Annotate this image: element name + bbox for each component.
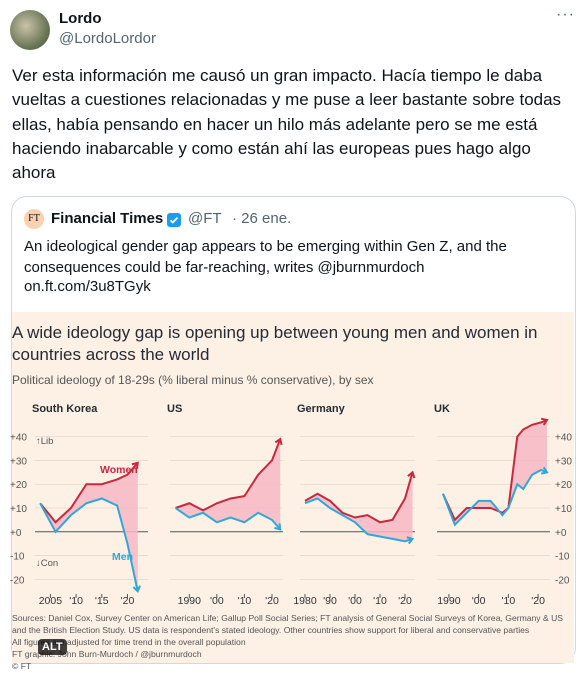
- quote-card[interactable]: [11, 196, 576, 664]
- arrowhead: [540, 466, 549, 475]
- y-tick-label: +10: [10, 504, 27, 515]
- x-tick-label: '10: [238, 595, 252, 607]
- arrowhead: [540, 417, 549, 426]
- x-tick-label: '20: [121, 595, 135, 607]
- quote-text: An ideological gender gap appears to be …: [24, 238, 507, 276]
- panel-title: Germany: [297, 403, 346, 415]
- series-line: [304, 472, 414, 524]
- arrowhead: [131, 461, 139, 469]
- x-tick-label: 1990: [178, 595, 202, 607]
- series-line: [174, 507, 281, 531]
- y-tick-label: +40: [10, 433, 27, 444]
- handle[interactable]: @LordoLordor: [59, 30, 156, 47]
- arrowhead: [274, 523, 282, 531]
- x-tick-label: '00: [210, 595, 224, 607]
- arrowhead: [406, 536, 415, 545]
- x-tick-label: '20: [531, 595, 545, 607]
- gap-area: [175, 439, 281, 530]
- display-name[interactable]: Lordo: [59, 10, 102, 27]
- alt-badge[interactable]: ALT: [38, 639, 67, 655]
- source-line: Sources: Daniel Cox, Survey Center on Am…: [12, 613, 564, 635]
- quote-date: · 26 ene.: [232, 210, 292, 227]
- source-line: All figures are adjusted for time trend …: [12, 637, 246, 647]
- series-line: [175, 438, 282, 512]
- series-line: [304, 497, 413, 543]
- x-tick-label: 2005: [39, 595, 63, 607]
- x-tick-label: '00: [348, 595, 362, 607]
- source-line: FT graphic: John Burn-Murdoch / @jburnmu…: [12, 649, 202, 659]
- series-line: [39, 497, 139, 592]
- x-tick-label: '10: [69, 595, 83, 607]
- series-label: Women: [100, 464, 138, 476]
- quote-avatar[interactable]: FT: [24, 209, 44, 229]
- more-button[interactable]: ···: [556, 6, 575, 23]
- x-tick-label: '10: [502, 595, 516, 607]
- avatar[interactable]: [10, 10, 50, 50]
- y-tick-label: +20: [555, 480, 572, 491]
- y-tick-label: +20: [10, 480, 27, 491]
- x-tick-label: 1980: [293, 595, 317, 607]
- figure-title: A wide ideology gap is opening up betwee…: [12, 323, 538, 364]
- y-tick-label: +10: [555, 504, 572, 515]
- verified-badge: [167, 213, 181, 227]
- x-tick-label: '15: [95, 595, 109, 607]
- series-line: [39, 462, 139, 524]
- x-tick-label: 1990: [437, 595, 461, 607]
- source-line: © FT: [12, 661, 32, 671]
- y-tick-label: +30: [10, 456, 27, 467]
- figure-sources: Sources: Daniel Cox, Survey Center on Am…: [12, 612, 572, 672]
- y-tick-label: -20: [10, 575, 25, 586]
- quote-handle: @FT: [188, 210, 222, 227]
- y-tick-label: +40: [555, 433, 572, 444]
- arrowhead: [407, 470, 416, 479]
- series-line: [442, 468, 548, 527]
- gap-area: [40, 462, 138, 592]
- gap-area: [442, 420, 548, 525]
- x-tick-label: '20: [265, 595, 279, 607]
- panel-title: UK: [434, 403, 450, 415]
- figure-subtitle: Political ideology of 18-29s (% liberal …: [12, 373, 374, 387]
- y-tick-label: +0: [555, 528, 567, 539]
- annotation: ↑Lib: [36, 436, 53, 447]
- y-tick-label: +30: [555, 456, 572, 467]
- x-tick-label: '00: [472, 595, 486, 607]
- tweet-text: Ver esta información me causó un gran im…: [12, 66, 562, 183]
- annotation: ↓Con: [36, 558, 58, 569]
- y-tick-label: -10: [10, 552, 25, 563]
- arrowhead: [132, 585, 141, 593]
- x-tick-label: '90: [323, 595, 337, 607]
- arrowhead: [274, 437, 283, 446]
- y-tick-label: -20: [555, 575, 570, 586]
- quote-link[interactable]: on.ft.com/3u8TGyk: [24, 278, 151, 295]
- x-tick-label: '10: [373, 595, 387, 607]
- x-tick-label: '20: [398, 595, 412, 607]
- gap-area: [305, 472, 413, 542]
- y-tick-label: +0: [10, 528, 22, 539]
- y-tick-label: -10: [555, 552, 570, 563]
- quote-name[interactable]: Financial Times: [51, 210, 164, 227]
- panel-title: South Korea: [32, 403, 98, 415]
- panel-title: US: [167, 403, 182, 415]
- series-label: Men: [112, 551, 133, 563]
